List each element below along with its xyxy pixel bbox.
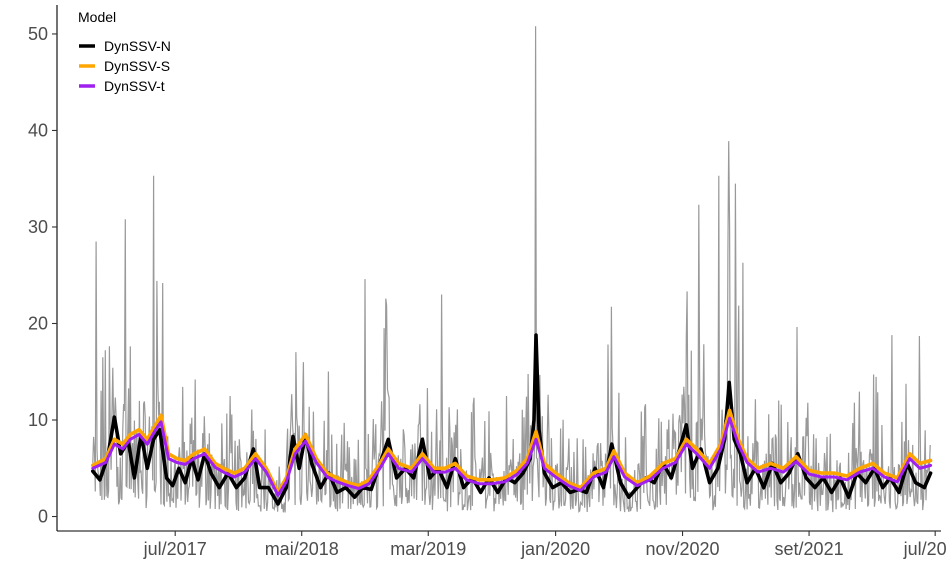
series-line-dynssv-n bbox=[91, 333, 933, 506]
observed-series bbox=[92, 26, 931, 513]
series-line-dynssv-t bbox=[91, 416, 933, 497]
x-tick-label: jul/2017 bbox=[143, 539, 207, 559]
legend: Model DynSSV-N DynSSV-S DynSSV-t bbox=[78, 9, 171, 94]
series-line-dynssv-s bbox=[91, 408, 933, 495]
x-tick-label: jul/2022 bbox=[903, 539, 947, 559]
y-tick-label: 10 bbox=[28, 410, 48, 430]
legend-label-dynssv-n: DynSSV-N bbox=[104, 38, 171, 54]
legend-label-dynssv-t: DynSSV-t bbox=[104, 78, 165, 94]
y-tick-label: 40 bbox=[28, 120, 48, 140]
legend-item-dynssv-t: DynSSV-t bbox=[79, 78, 165, 94]
legend-item-dynssv-n: DynSSV-N bbox=[79, 38, 171, 54]
observed-line bbox=[92, 26, 931, 513]
y-tick-label: 50 bbox=[28, 24, 48, 44]
legend-item-dynssv-s: DynSSV-S bbox=[79, 58, 170, 74]
x-tick-label: mai/2018 bbox=[265, 539, 339, 559]
x-tick-label: nov/2020 bbox=[646, 539, 720, 559]
y-tick-label: 0 bbox=[38, 507, 48, 527]
y-tick-label: 30 bbox=[28, 217, 48, 237]
x-tick-label: set/2021 bbox=[775, 539, 844, 559]
legend-label-dynssv-s: DynSSV-S bbox=[104, 58, 170, 74]
model-series bbox=[91, 333, 933, 506]
legend-title: Model bbox=[78, 9, 116, 25]
y-tick-label: 20 bbox=[28, 313, 48, 333]
x-tick-label: mar/2019 bbox=[390, 539, 466, 559]
x-axis-ticks: jul/2017 mai/2018 mar/2019 jan/2020 nov/2020… bbox=[143, 531, 947, 559]
y-axis-ticks: 0 10 20 30 40 50 bbox=[28, 24, 57, 527]
x-tick-label: jan/2020 bbox=[520, 539, 590, 559]
